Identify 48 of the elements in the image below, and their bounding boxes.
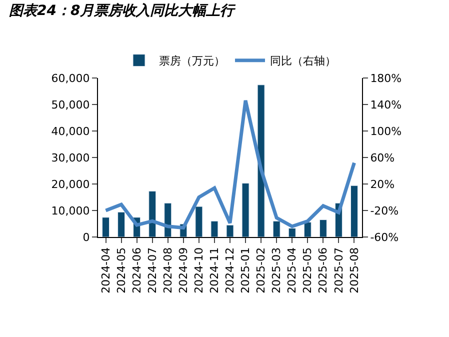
y-tick-label: 60,000: [51, 72, 90, 85]
x-tick-label: 2025-05: [301, 247, 314, 294]
line-series: [104, 98, 356, 230]
x-tick-label: 2025-01: [239, 247, 252, 294]
x-tick-label: 2025-08: [348, 247, 361, 294]
y-tick-label: 50,000: [51, 98, 90, 112]
y2-tick-label: 180%: [370, 72, 402, 85]
x-tick-label: 2025-02: [254, 247, 268, 294]
chart-title: 图表24：8月票房收入同比大幅上行: [8, 2, 236, 19]
y-tick-label: 40,000: [51, 124, 90, 138]
x-tick-label: 2024-10: [192, 247, 206, 294]
y-tick-label: 10,000: [51, 204, 90, 218]
legend-label: 同比（右轴）: [270, 54, 336, 68]
bar: [272, 220, 280, 237]
y2-tick-label: 140%: [370, 98, 402, 112]
x-tick-label: 2025-04: [286, 247, 299, 294]
bar: [226, 224, 234, 237]
x-tick-label: 2024-04: [99, 247, 112, 294]
x-tick-label: 2025-06: [316, 247, 330, 294]
y-tick-label: 30,000: [51, 151, 90, 164]
x-tick-label: 2024-05: [114, 247, 128, 294]
x-tick-label: 2024-11: [208, 247, 222, 294]
y2-tick-label: 60%: [370, 151, 395, 164]
y2-tick-label: -60%: [370, 230, 399, 244]
y2-tick-label: 20%: [370, 178, 395, 191]
x-tick-label: 2025-07: [332, 247, 346, 294]
x-tick-label: 2025-03: [270, 247, 284, 294]
bar: [118, 212, 126, 237]
x-tick-label: 2024-07: [146, 247, 159, 294]
x-tick-label: 2024-08: [161, 247, 174, 294]
bar: [319, 220, 327, 237]
x-tick-label: 2024-12: [224, 247, 237, 294]
bar: [350, 185, 358, 237]
y-tick-label: 20,000: [51, 178, 90, 191]
bar: [102, 217, 110, 237]
x-tick-label: 2024-06: [130, 247, 144, 294]
y2-tick-label: 100%: [370, 124, 402, 138]
y2-tick-label: -20%: [370, 204, 399, 218]
x-tick-label: 2024-09: [176, 247, 190, 294]
bar: [257, 84, 265, 237]
bar: [195, 206, 203, 237]
bar: [288, 228, 296, 237]
legend-label: 票房（万元）: [159, 54, 225, 68]
bar: [148, 190, 156, 237]
y-tick-label: 0: [82, 230, 90, 244]
bar: [210, 220, 218, 237]
bar: [242, 182, 250, 237]
bar: [304, 222, 312, 237]
